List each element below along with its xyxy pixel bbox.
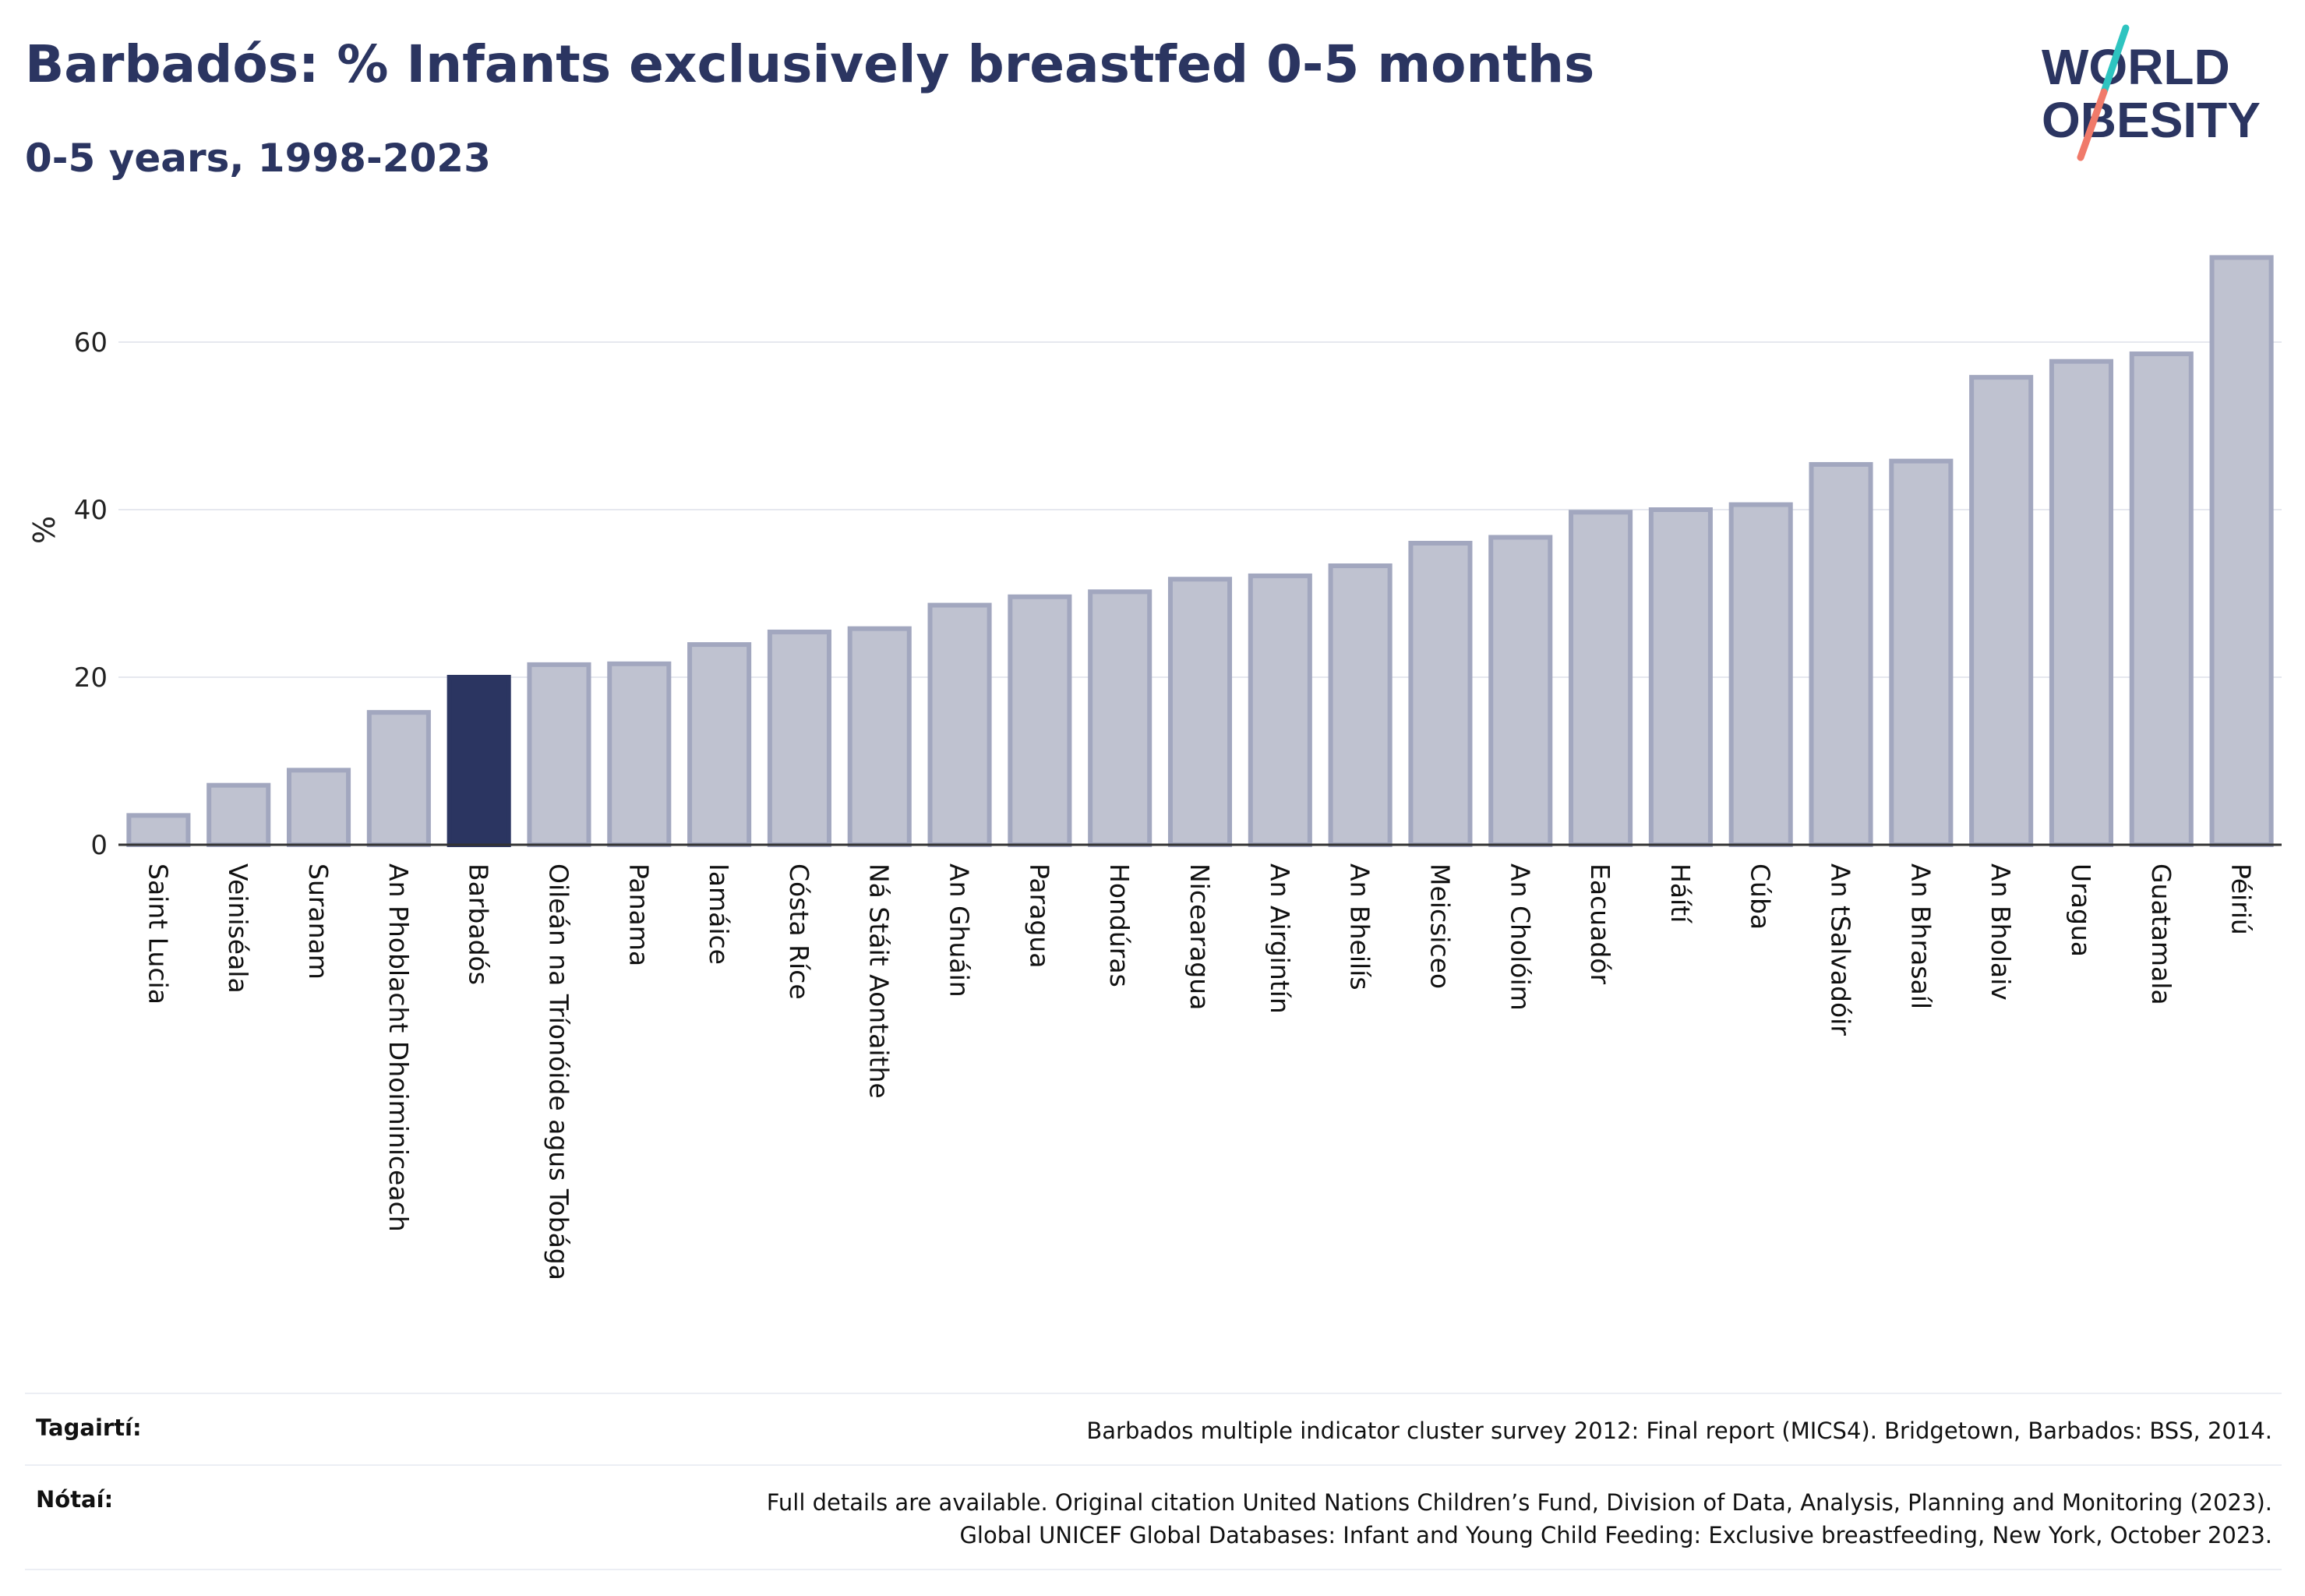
bar-eacuadór [1569, 510, 1633, 847]
bar-cósta-ríce [767, 629, 831, 847]
x-tick-label: An Bheilís [1345, 863, 1375, 990]
logo-text-world: WORLD [2042, 39, 2230, 95]
bar-paragua [1008, 594, 1072, 847]
bar-an-airgintín [1248, 573, 1312, 847]
y-tick-label: 60 [74, 327, 108, 358]
bar-cúba [1728, 502, 1793, 847]
x-tick-label: Eacuadór [1585, 863, 1615, 984]
bar-hondúras [1088, 589, 1152, 847]
bar-an-bhrasaíl [1889, 458, 1954, 848]
bar-meicsiceo [1408, 541, 1473, 847]
bar-guatamala [2129, 351, 2194, 847]
chart-subtitle: 0-5 years, 1998-2023 [25, 136, 491, 181]
x-tick-label: An Ghuáin [944, 863, 975, 998]
x-tick-label: Oileán na Tríonóide agus Tobága [543, 863, 574, 1280]
logo-slash-teal [2100, 24, 2130, 96]
y-tick-label: 40 [74, 495, 108, 526]
x-tick-label: Cúba [1746, 863, 1776, 930]
x-tick-label: An Bholaiv [1986, 863, 2016, 1001]
reference-text-line: Barbados multiple indicator cluster surv… [1086, 1418, 2272, 1444]
footer: Tagairtí: Barbados multiple indicator cl… [25, 1393, 2282, 1570]
x-tick-label: Hondúras [1104, 863, 1135, 987]
bar-uragua [2049, 358, 2114, 848]
bar-háítí [1648, 507, 1713, 847]
bar-an-ghuáin [927, 602, 992, 847]
bar-an-bholaiv [1969, 375, 2034, 847]
world-obesity-logo: WORLD OBESITY [2042, 24, 2261, 161]
x-tick-label: Veiniséala [223, 863, 253, 994]
x-tick-label: Ná Stáit Aontaithe [864, 863, 895, 1099]
notes-line-1: Full details are available. Original cit… [766, 1489, 2272, 1516]
x-tick-label: An Bhrasaíl [1905, 863, 1936, 1009]
bar-péiriú [2209, 255, 2274, 847]
y-tick-label: 20 [74, 662, 108, 694]
notes-label: Nótaí: [36, 1486, 114, 1513]
x-tick-label: Saint Lucia [143, 863, 173, 1005]
bar-an-cholóim [1488, 535, 1553, 847]
bar-veiniséala [206, 782, 271, 847]
notes-line-2: Global UNICEF Global Databases: Infant a… [959, 1522, 2272, 1548]
x-tick-label: Cósta Ríce [784, 863, 814, 1000]
x-tick-label: An tSalvadóir [1826, 863, 1856, 1036]
x-tick-label: Paragua [1024, 863, 1054, 969]
x-tick-label: Nicearagua [1184, 863, 1215, 1010]
bar-panama [607, 661, 672, 847]
y-axis-label: % [27, 516, 62, 544]
x-tick-label: Meicsiceo [1424, 863, 1455, 989]
axes: 0 20 40 60 [74, 327, 2282, 861]
bar-an-tsalvadóir [1809, 461, 1873, 847]
logo-slash-coral [2077, 88, 2108, 161]
y-tick-label: 0 [90, 830, 108, 861]
footer-notes-row: Nótaí: Full details are available. Origi… [25, 1464, 2282, 1570]
x-tick-label: Háítí [1665, 863, 1696, 924]
reference-label: Tagairtí: [36, 1414, 142, 1441]
category-labels: Saint Lucia Veiniséala Suranam An Phoblacht… [143, 863, 2256, 1280]
x-tick-label: Iamáice [704, 863, 734, 965]
bar-chart: 0 20 40 60 Saint Lucia Veiniséala Suranam An P… [27, 255, 2282, 1280]
bar-saint-lucia [126, 813, 191, 847]
x-tick-label: Panama [623, 863, 654, 966]
bar-oileán-na-tríonóide-agus-tobága [527, 662, 591, 847]
bar-an-phoblacht-dhoiminiceach [366, 710, 431, 848]
logo-text-obesity: OBESITY [2042, 92, 2261, 148]
footer-reference-row: Tagairtí: Barbados multiple indicator cl… [25, 1393, 2282, 1464]
bar-an-bheilís [1328, 563, 1393, 848]
x-tick-label: An Cholóim [1505, 863, 1535, 1011]
bars [126, 255, 2274, 848]
x-tick-label: Uragua [2066, 863, 2096, 957]
x-tick-label: Péiriú [2226, 863, 2257, 935]
bar-barbadós [447, 675, 511, 847]
x-tick-label: Suranam [303, 863, 334, 980]
bar-ná-stáit-aontaithe [847, 626, 912, 848]
bar-nicearagua [1167, 577, 1233, 847]
notes-text: Full details are available. Original cit… [767, 1486, 2272, 1552]
x-tick-label: Guatamala [2146, 863, 2176, 1005]
x-tick-label: An Phoblacht Dhoiminiceach [383, 863, 414, 1232]
x-tick-label: Barbadós [464, 863, 494, 985]
bar-iamáice [687, 642, 752, 847]
bar-suranam [286, 768, 351, 848]
reference-text: Barbados multiple indicator cluster surv… [1086, 1414, 2272, 1447]
x-tick-label: An Airgintín [1265, 863, 1295, 1014]
chart-title: Barbadós: % Infants exclusively breastfe… [25, 34, 1595, 94]
